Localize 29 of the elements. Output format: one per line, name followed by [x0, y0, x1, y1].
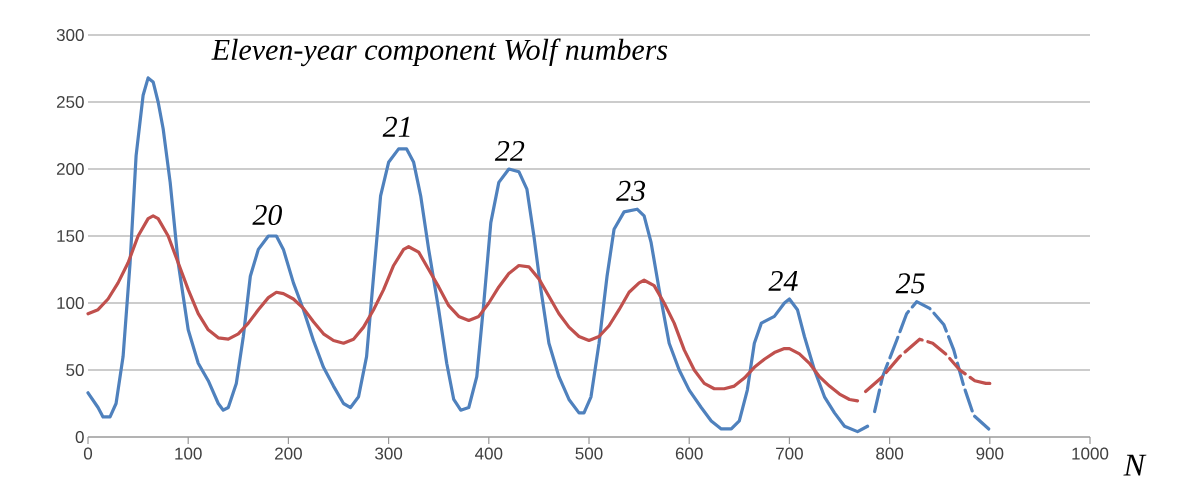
chart-title: Eleven-year component Wolf numbers: [211, 38, 668, 67]
y-tick-label: 300: [56, 28, 84, 42]
x-tick-label: 300: [375, 447, 403, 460]
x-tick-label: 0: [83, 447, 93, 460]
y-tick-label: 100: [57, 296, 84, 310]
annotation: 21: [382, 116, 410, 137]
y-tick-label: 250: [56, 95, 84, 109]
x-tick-label: 1000: [1072, 447, 1109, 460]
x-tick-label: 700: [776, 447, 803, 460]
annotation: 23: [616, 180, 646, 201]
line-series: [86, 76, 870, 434]
x-tick-label: 100: [175, 447, 202, 460]
line-series: [872, 300, 991, 431]
x-tick-label: 400: [475, 447, 503, 460]
y-tick-label: 50: [66, 363, 84, 377]
annotation: 20: [252, 204, 282, 226]
annotation: 24: [768, 270, 798, 291]
line-series: [863, 337, 992, 394]
annotation: 22: [494, 140, 525, 161]
x-tick-label: 600: [675, 447, 703, 460]
x-tick-label: 900: [976, 447, 1004, 460]
y-tick-label: 200: [56, 162, 84, 176]
x-tick-label: 500: [575, 447, 603, 460]
y-tick-label: 0: [75, 430, 84, 444]
annotation: 25: [895, 273, 925, 294]
x-axis-title: N: [1123, 454, 1147, 476]
x-tick-label: 200: [275, 447, 302, 460]
x-tick-label: 800: [876, 447, 904, 460]
y-tick-label: 150: [57, 229, 84, 243]
